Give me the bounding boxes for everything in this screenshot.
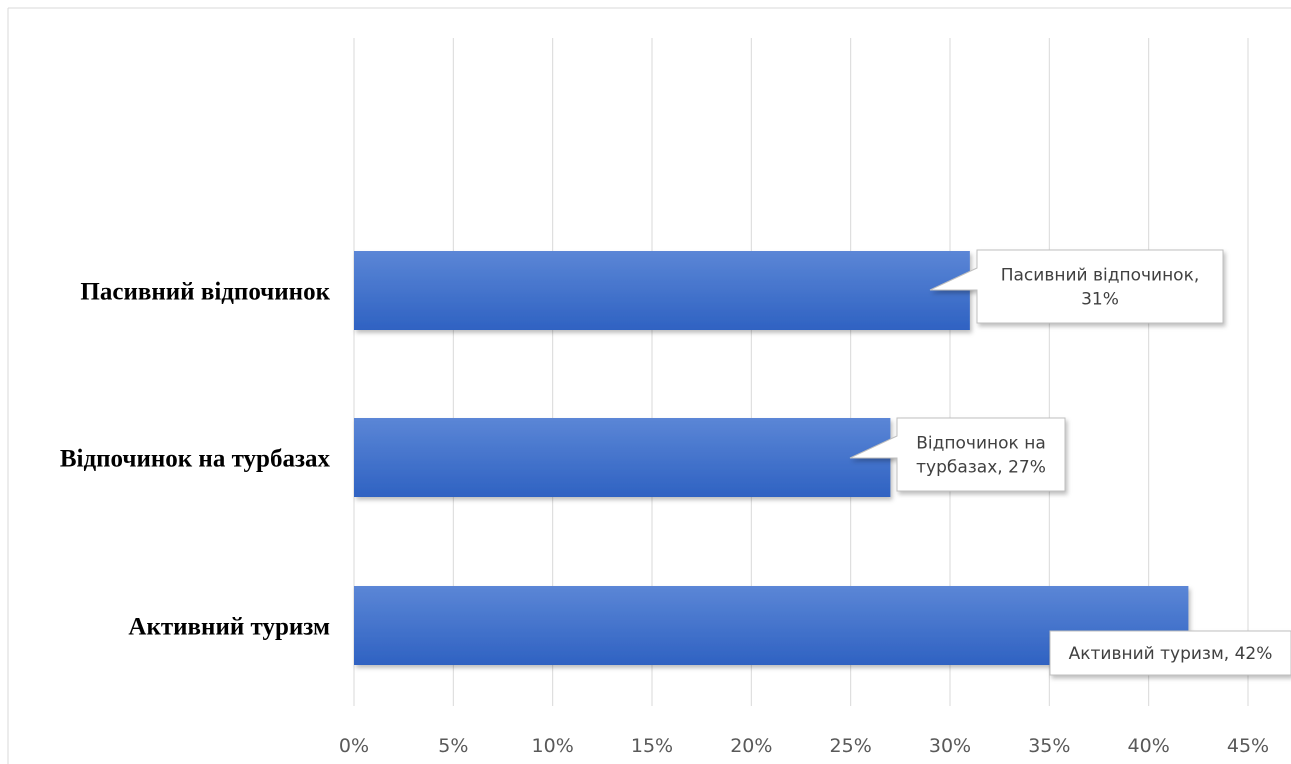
category-label: Активний туризм <box>128 614 330 641</box>
x-tick-label: 25% <box>830 735 872 757</box>
x-axis-tick-labels: 0% 5% 10% 15% 20% 25% 30% 35% 40% 45% <box>339 735 1269 757</box>
callout-box <box>1049 630 1291 676</box>
data-label-callout: Відпочинок на турбазах, 27% <box>849 417 1066 492</box>
category-label: Відпочинок на турбазах <box>60 446 331 473</box>
category-label: Пасивний відпочинок <box>80 279 330 306</box>
callout-box <box>849 417 1066 492</box>
data-label-callouts: Пасивний відпочинок, 31% Відпочинок на турб… <box>849 249 1291 676</box>
category-labels: Пасивний відпочинок Відпочинок на турбаза… <box>60 279 331 641</box>
x-tick-label: 45% <box>1227 735 1269 757</box>
data-label-text: Активний туризм, 42% <box>1069 644 1273 664</box>
x-tick-label: 35% <box>1028 735 1070 757</box>
callout-box <box>929 249 1224 324</box>
x-tick-label: 0% <box>339 735 369 757</box>
data-label-text: 31% <box>1081 290 1119 310</box>
bar <box>354 418 891 497</box>
data-label-text: Відпочинок на <box>916 434 1045 454</box>
data-label-callout: Активний туризм, 42% <box>1049 630 1291 676</box>
x-tick-label: 5% <box>438 735 468 757</box>
x-tick-label: 30% <box>929 735 971 757</box>
bars <box>354 251 1189 665</box>
data-label-text: Пасивний відпочинок, <box>1001 266 1200 286</box>
x-tick-label: 40% <box>1128 735 1170 757</box>
x-tick-label: 15% <box>631 735 673 757</box>
x-tick-label: 20% <box>730 735 772 757</box>
bar <box>354 586 1189 665</box>
x-tick-label: 10% <box>532 735 574 757</box>
data-label-callout: Пасивний відпочинок, 31% <box>929 249 1224 324</box>
data-label-text: турбазах, 27% <box>916 458 1046 478</box>
bar <box>354 251 970 330</box>
